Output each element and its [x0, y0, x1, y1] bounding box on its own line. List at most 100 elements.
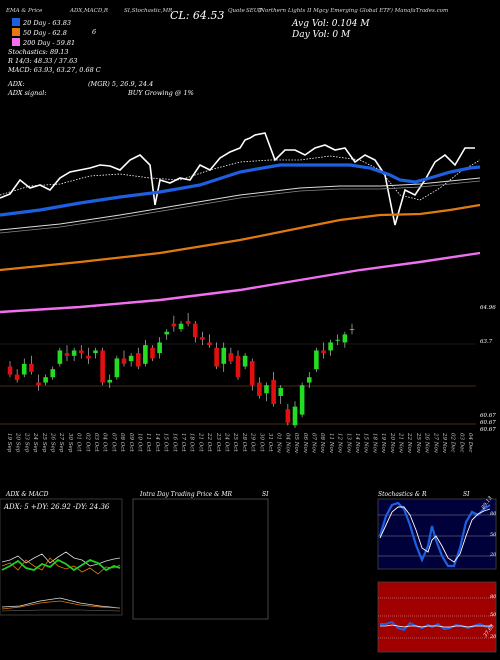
- r-panel-frame: [377, 581, 497, 653]
- date-label: 20 Nov: [389, 432, 395, 454]
- stoch-value: 89.13: [480, 495, 494, 511]
- date-label: 24 Sep: [32, 432, 38, 453]
- legend-adx-signal: ADX signal:: [8, 89, 47, 97]
- stoch-tick-50: 50: [490, 532, 497, 538]
- candle-body: [178, 323, 184, 330]
- date-label: 29 Oct: [250, 432, 256, 452]
- candle-body: [171, 323, 177, 327]
- price-grid: [0, 343, 476, 425]
- stoch-d-line: [379, 506, 491, 563]
- price-axis-label: 64.96: [480, 305, 496, 311]
- candle-body: [64, 353, 70, 356]
- ema200-line: [0, 251, 481, 314]
- macd-zero-line: [1, 609, 121, 612]
- date-label: 15 Nov: [363, 433, 369, 454]
- date-label: 16 Oct: [171, 433, 177, 452]
- date-label: 06 Nov: [302, 433, 308, 454]
- legend-ema20: 20 Day - 63.83: [12, 18, 71, 27]
- candle-body: [335, 339, 341, 341]
- price-chart: 19 Sep 20 Sep 23 Sep 24 Sep 25 Sep 26 Sep 27 S…: [0, 132, 481, 454]
- candle-body: [121, 358, 127, 364]
- header-col-1: EMA & Price: [6, 8, 43, 14]
- legend-ema20-label: 20 Day - 63.83: [23, 19, 72, 27]
- candle-body: [185, 321, 191, 324]
- candles: [7, 313, 355, 428]
- date-label: 21 Nov: [398, 432, 404, 454]
- date-label: 23 Oct: [215, 432, 221, 452]
- candle-body: [71, 350, 77, 356]
- date-label: 10 Oct: [137, 433, 143, 452]
- candle-body: [29, 363, 34, 372]
- date-label: 01 Oct: [76, 433, 82, 452]
- candle-body: [107, 379, 113, 383]
- legend-adx: ADX:: [8, 80, 25, 88]
- ema20-line: [0, 163, 481, 217]
- candle-body: [86, 355, 91, 359]
- date-label: 13 Nov: [345, 433, 351, 454]
- adx-readout: ADX: 5 +DY: 26.92 -DY: 24.36: [4, 503, 110, 511]
- legend-ema200-label: 200 Day - 59.81: [23, 39, 76, 47]
- date-label: 14 Nov: [354, 433, 360, 454]
- stochastics-panel-frame: [377, 498, 497, 570]
- date-label: 19 Nov: [380, 433, 386, 454]
- stoch-k-line: [378, 501, 491, 568]
- close-line-dotted: [0, 155, 481, 201]
- candle-body: [78, 350, 84, 354]
- candle-body: [242, 355, 248, 367]
- macd-signal-line: [1, 600, 121, 610]
- candle-body: [285, 409, 291, 423]
- r-tick-20: 20: [490, 634, 497, 640]
- candle-body: [135, 353, 141, 367]
- stoch-panel-title: Stochastics & R: [378, 491, 427, 498]
- date-label: 19 Sep: [6, 433, 12, 453]
- header-col-5: Quote: [228, 8, 245, 14]
- candle-body: [93, 350, 98, 354]
- date-label: 22 Oct: [206, 432, 212, 452]
- header-ticker: SEUT: [246, 8, 263, 14]
- legend-ema200: 200 Day - 59.81: [12, 38, 75, 47]
- date-label: 25 Oct: [232, 432, 238, 452]
- candle-body: [164, 331, 170, 335]
- legend-macd: MACD: 63.93, 63.27, 0.68 C: [8, 66, 101, 74]
- candle-body: [228, 353, 234, 362]
- date-label: 28 Oct: [241, 432, 247, 452]
- adx-panel-title: ADX & MACD: [6, 491, 49, 498]
- candle-body: [349, 329, 355, 331]
- candle-body: [271, 379, 276, 404]
- candle-body: [207, 342, 212, 346]
- date-label: 14 Oct: [154, 433, 160, 452]
- candle-body: [321, 350, 326, 354]
- date-label: 05 Nov: [293, 433, 299, 454]
- date-label: 12 Nov: [337, 433, 343, 454]
- intraday-panel-title: Intra Day Trading Price & MR: [140, 491, 233, 498]
- si2-panel-title: SI: [463, 491, 470, 498]
- date-label: 18 Nov: [371, 433, 377, 454]
- legend-adx-values: (MGR) 5, 26.9, 24.4: [88, 80, 154, 88]
- adx-panel-frame: [0, 498, 123, 616]
- candle-body: [143, 345, 148, 364]
- header-description: (Northern Lights II Mgcy Emerging Global…: [258, 8, 449, 14]
- candle-body: [43, 377, 48, 383]
- date-label: 21 Oct: [197, 432, 203, 452]
- candle-body: [292, 406, 298, 426]
- date-label: 02 Dec: [450, 433, 456, 453]
- ema50-line-2: [0, 180, 481, 234]
- candle-body: [7, 366, 13, 375]
- date-label: 17 Oct: [180, 433, 186, 452]
- date-label: 27 Sep: [58, 432, 64, 453]
- ema100-line: [0, 203, 481, 272]
- candle-body: [192, 323, 198, 338]
- date-label: 30 Oct: [258, 433, 264, 452]
- candle-body: [278, 387, 284, 396]
- stoch-tick-20: 20: [490, 552, 497, 558]
- candle-body: [299, 385, 305, 415]
- date-label: 27 Nov: [432, 432, 438, 454]
- date-label: 15 Oct: [163, 433, 169, 452]
- r-line: [380, 620, 493, 632]
- candle-body: [50, 369, 56, 378]
- date-label: 26 Sep: [50, 432, 56, 453]
- date-label: 04 Dec: [467, 433, 473, 453]
- date-label: 22 Nov: [406, 432, 412, 454]
- date-label: 25 Nov: [415, 432, 421, 454]
- date-label: 03 Dec: [458, 433, 464, 453]
